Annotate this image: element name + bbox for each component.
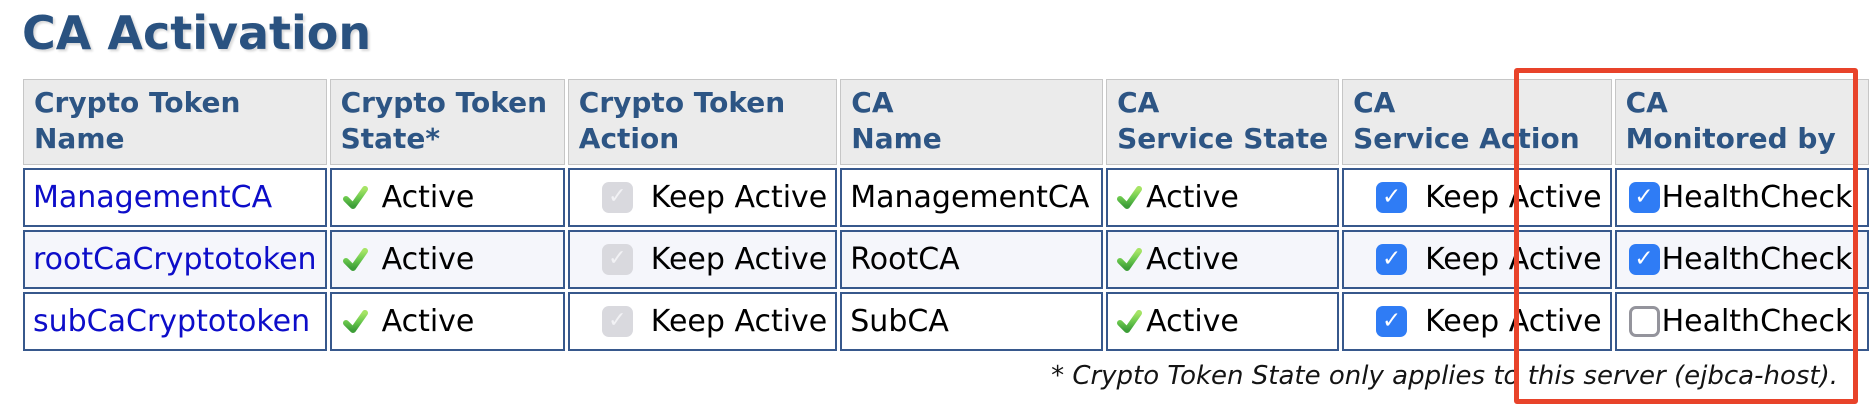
ca-service-state-text: Active xyxy=(1146,179,1239,215)
ca-monitored-by-cell: HealthCheck xyxy=(1614,229,1869,289)
col-header-crypto-token-action: Crypto Token Action xyxy=(567,79,838,165)
crypto-token-action-cell: Keep Active xyxy=(567,291,838,351)
healthcheck-label: HealthCheck xyxy=(1661,303,1853,339)
healthcheck-checkbox[interactable] xyxy=(1628,243,1660,275)
crypto-token-name-cell: ManagementCA xyxy=(23,167,327,227)
ca-keep-active-label: Keep Active xyxy=(1425,303,1602,339)
ca-name-cell: SubCA xyxy=(840,291,1104,351)
healthcheck-checkbox[interactable] xyxy=(1628,305,1660,337)
active-tick-icon xyxy=(1117,309,1143,333)
ca-service-state-cell: Active xyxy=(1106,229,1340,289)
ca-service-action-cell: Keep Active xyxy=(1342,229,1612,289)
ca-activation-table: Crypto Token Name Crypto Token State* Cr… xyxy=(20,76,1872,354)
table-row: rootCaCryptotoken Active Keep Active RootCA… xyxy=(23,229,1869,289)
ca-name-text: ManagementCA xyxy=(850,179,1090,215)
ca-name-cell: ManagementCA xyxy=(840,167,1104,227)
keep-active-checkbox-disabled xyxy=(601,181,633,213)
header-line: Service Action xyxy=(1353,121,1580,155)
ca-keep-active-label: Keep Active xyxy=(1425,241,1602,277)
header-line: Crypto Token xyxy=(578,86,786,119)
crypto-token-name-cell: subCaCryptotoken xyxy=(23,291,327,351)
ca-keep-active-checkbox[interactable] xyxy=(1376,181,1408,213)
col-header-ca-name: CA Name xyxy=(840,79,1104,165)
col-header-ca-service-state: CA Service State xyxy=(1106,79,1340,165)
crypto-token-link[interactable]: subCaCryptotoken xyxy=(33,303,311,339)
ca-name-text: RootCA xyxy=(850,241,960,277)
col-header-ca-service-action: CA Service Action xyxy=(1342,79,1612,165)
crypto-token-state-text: Active xyxy=(381,179,475,215)
ca-service-action-cell: Keep Active xyxy=(1342,167,1612,227)
active-tick-icon xyxy=(1117,185,1143,209)
healthcheck-label: HealthCheck xyxy=(1661,179,1853,215)
header-line: Service State xyxy=(1117,121,1329,155)
header-line: CA xyxy=(1353,86,1396,119)
page-title: CA Activation xyxy=(22,6,372,60)
header-line: Crypto Token xyxy=(34,86,241,119)
crypto-token-state-cell: Active xyxy=(329,167,565,227)
crypto-token-link[interactable]: ManagementCA xyxy=(33,179,273,215)
ca-keep-active-checkbox[interactable] xyxy=(1376,243,1408,275)
header-line: Monitored by xyxy=(1625,121,1836,155)
active-tick-icon xyxy=(1117,247,1143,271)
crypto-token-state-text: Active xyxy=(381,241,475,277)
active-tick-icon xyxy=(342,185,368,209)
header-line: Action xyxy=(578,121,680,155)
header-line: Name xyxy=(851,121,942,155)
crypto-token-state-cell: Active xyxy=(329,229,565,289)
header-line: CA xyxy=(851,86,894,119)
table-header-row: Crypto Token Name Crypto Token State* Cr… xyxy=(23,79,1869,165)
healthcheck-label: HealthCheck xyxy=(1661,241,1853,277)
crypto-token-state-cell: Active xyxy=(329,291,565,351)
keep-active-checkbox-disabled xyxy=(601,243,633,275)
ca-monitored-by-cell: HealthCheck xyxy=(1614,167,1869,227)
ca-name-text: SubCA xyxy=(850,303,949,339)
table-row: ManagementCA Active Keep Active ManagementC… xyxy=(23,167,1869,227)
table-row: subCaCryptotoken Active Keep Active SubCA Ac… xyxy=(23,291,1869,351)
header-line: CA xyxy=(1625,86,1668,119)
header-line: State* xyxy=(340,121,441,155)
healthcheck-checkbox[interactable] xyxy=(1628,181,1660,213)
crypto-token-action-cell: Keep Active xyxy=(567,167,838,227)
keep-active-label: Keep Active xyxy=(650,241,828,277)
ca-keep-active-checkbox[interactable] xyxy=(1376,305,1408,337)
crypto-token-name-cell: rootCaCryptotoken xyxy=(23,229,327,289)
col-header-ca-monitored-by: CA Monitored by xyxy=(1614,79,1869,165)
crypto-token-link[interactable]: rootCaCryptotoken xyxy=(33,241,317,277)
active-tick-icon xyxy=(342,309,368,333)
ca-service-state-text: Active xyxy=(1146,303,1239,339)
header-line: Crypto Token xyxy=(340,86,548,119)
crypto-token-state-footnote: * Crypto Token State only applies to thi… xyxy=(1051,360,1838,391)
ca-service-state-cell: Active xyxy=(1106,167,1340,227)
ca-monitored-by-cell: HealthCheck xyxy=(1614,291,1869,351)
header-line: CA xyxy=(1117,86,1160,119)
col-header-crypto-token-name: Crypto Token Name xyxy=(23,79,327,165)
ca-keep-active-label: Keep Active xyxy=(1425,179,1602,215)
ca-service-action-cell: Keep Active xyxy=(1342,291,1612,351)
ca-service-state-cell: Active xyxy=(1106,291,1340,351)
active-tick-icon xyxy=(342,247,368,271)
header-line: Name xyxy=(34,121,125,155)
crypto-token-state-text: Active xyxy=(381,303,475,339)
ca-service-state-text: Active xyxy=(1146,241,1239,277)
ca-name-cell: RootCA xyxy=(840,229,1104,289)
keep-active-checkbox-disabled xyxy=(601,305,633,337)
crypto-token-action-cell: Keep Active xyxy=(567,229,838,289)
keep-active-label: Keep Active xyxy=(650,179,828,215)
col-header-crypto-token-state: Crypto Token State* xyxy=(329,79,565,165)
keep-active-label: Keep Active xyxy=(650,303,828,339)
